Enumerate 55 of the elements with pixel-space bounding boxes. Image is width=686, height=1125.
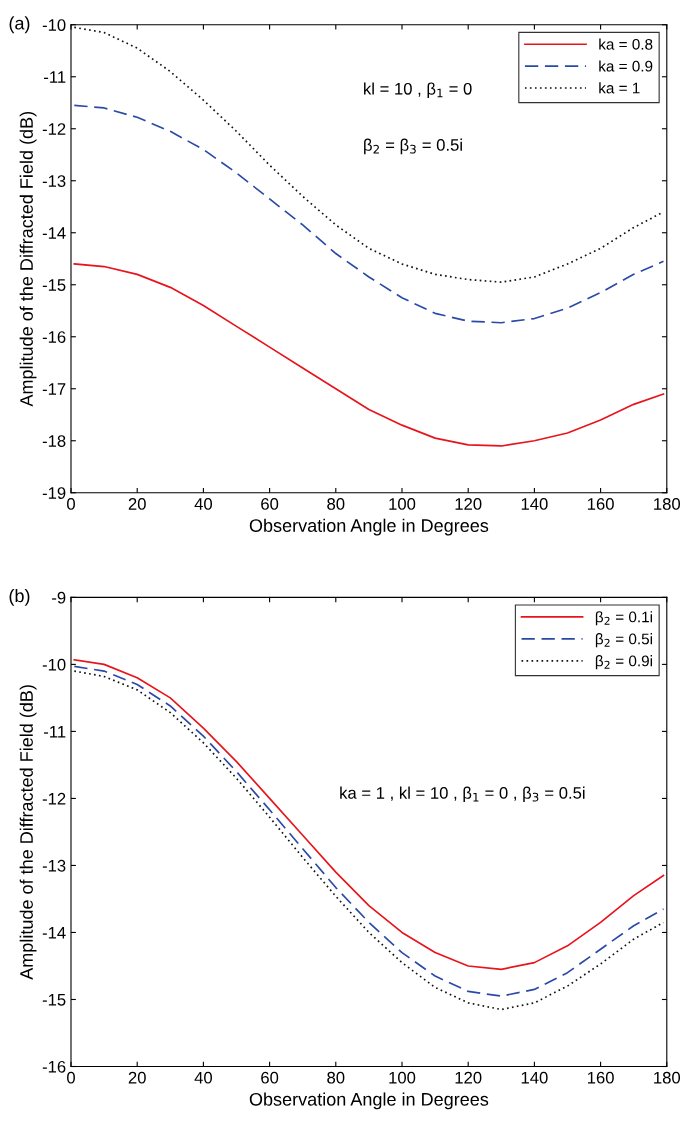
y-tick-label: -17: [42, 383, 66, 395]
y-tick-label: -15: [42, 994, 66, 1006]
legend-label: ka = 0.9: [599, 60, 653, 72]
y-tick-label: -14: [42, 927, 66, 939]
y-tick-label: -10: [42, 19, 66, 31]
x-tick-label: 180: [654, 1071, 681, 1084]
line-series: [73, 104, 665, 324]
legend-label: β$_{2}$ = 0.5i: [595, 633, 652, 648]
x-tick-label: 40: [194, 1071, 213, 1084]
chart-title: (a): [9, 16, 30, 34]
x-tick-label: 160: [587, 498, 614, 510]
y-tick-label: -13: [42, 175, 66, 187]
y-tick-label: -16: [42, 1060, 66, 1073]
y-axis-title: Amplitude of the Diffracted Field (dB): [19, 112, 37, 407]
x-axis-title: Observation Angle in Degrees: [249, 518, 489, 536]
x-tick-label: 180: [654, 498, 681, 510]
y-tick-label: -13: [42, 859, 66, 872]
x-tick-label: 60: [261, 498, 279, 510]
annotation: kl = 10 , β$_{1}$ = 0: [364, 82, 472, 98]
x-tick-label: 160: [587, 1071, 614, 1084]
x-tick-label: 100: [389, 498, 416, 510]
y-tick-label: -15: [42, 279, 66, 291]
x-tick-label: 60: [261, 1071, 279, 1084]
x-tick-label: 0: [67, 498, 75, 510]
y-tick-label: -10: [42, 658, 66, 671]
y-tick-label: -11: [44, 71, 66, 83]
x-tick-label: 100: [389, 1071, 416, 1084]
x-axis-title: Observation Angle in Degrees: [249, 1092, 489, 1110]
x-tick-label: 80: [327, 498, 345, 510]
y-tick-label: -18: [42, 435, 66, 447]
chart-title: (b): [9, 588, 30, 606]
y-axis-title: Amplitude of the Diffracted Field (dB): [19, 685, 37, 980]
x-tick-label: 140: [521, 1071, 548, 1084]
legend-label: ka = 0.8: [599, 38, 653, 50]
y-tick-label: -11: [44, 725, 66, 738]
y-tick-label: -19: [42, 487, 66, 499]
annotation: ka = 1 , kl = 10 , β$_{1}$ = 0 , β$_{3}$ = 0.5i: [340, 786, 585, 803]
legend-label: β$_{2}$ = 0.1i: [595, 611, 652, 626]
y-tick-label: -9: [52, 591, 66, 604]
line-series: [73, 263, 665, 447]
x-tick-label: 20: [128, 1071, 146, 1084]
x-tick-label: 120: [455, 1071, 482, 1084]
x-tick-label: 20: [128, 498, 146, 510]
x-tick-label: 0: [67, 1071, 75, 1084]
y-tick-label: -12: [42, 792, 66, 805]
x-tick-label: 120: [455, 498, 482, 510]
x-tick-label: 140: [521, 498, 548, 510]
annotation: β$_{2}$ = β$_{3}$ = 0.5i: [364, 138, 462, 155]
legend-label: β$_{2}$ = 0.9i: [595, 655, 652, 670]
y-tick-label: -14: [42, 227, 66, 239]
legend-label: ka = 1: [599, 82, 640, 94]
x-tick-label: 40: [194, 498, 213, 510]
y-tick-label: -16: [42, 331, 66, 343]
x-tick-label: 80: [327, 1071, 345, 1084]
y-tick-label: -12: [42, 123, 66, 135]
